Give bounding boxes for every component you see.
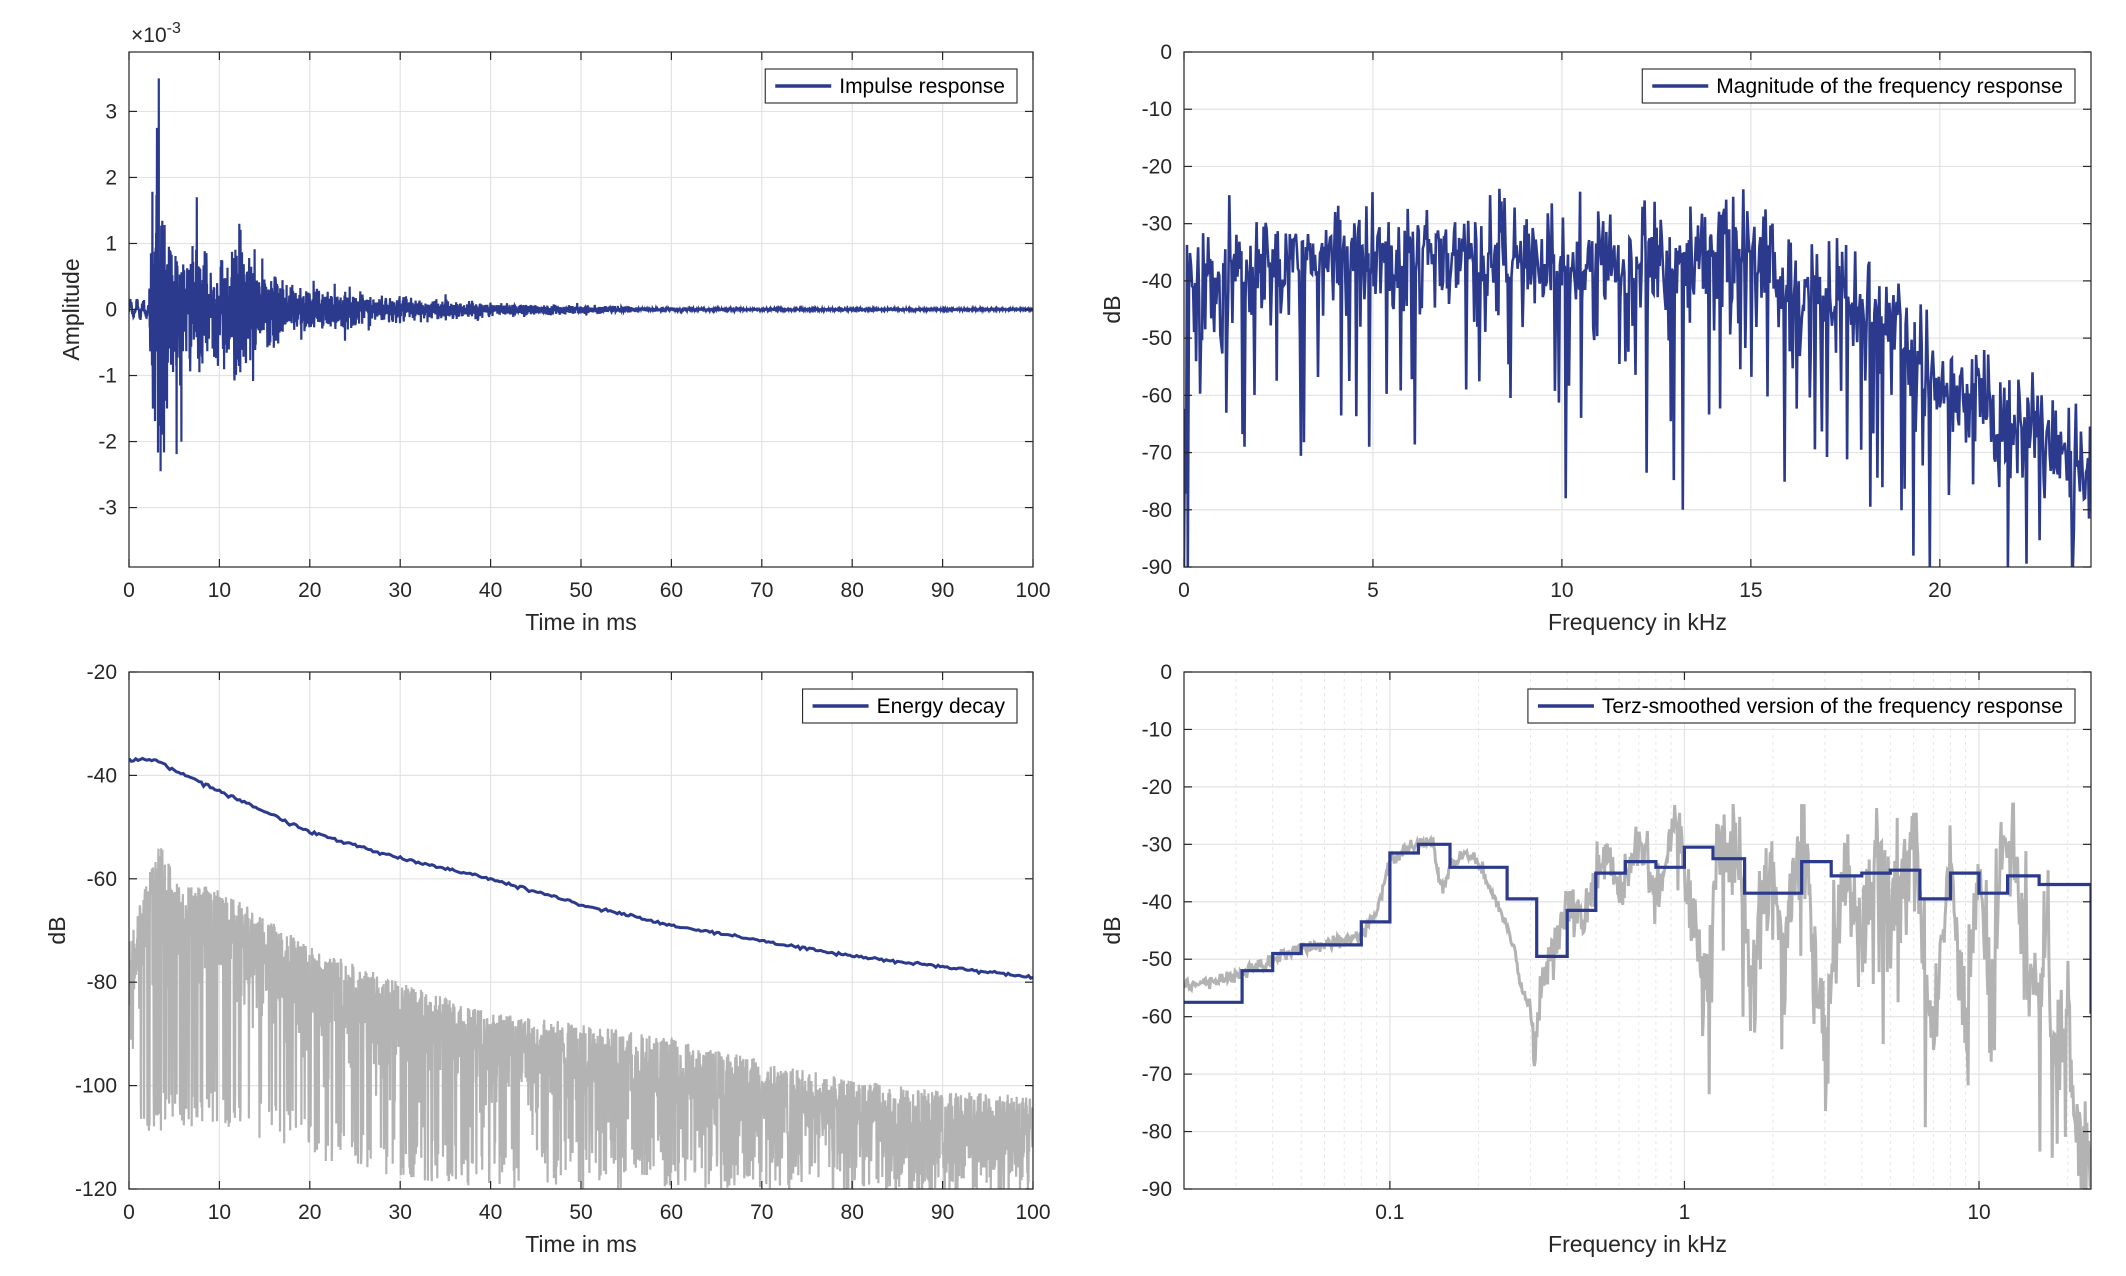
magnitude-axes-background [1184,52,2091,567]
impulse-xtick-label: 10 [208,579,231,602]
energy-decay-line [129,756,1033,980]
impulse-xtick-label: 100 [1015,579,1050,602]
terz-ytick-label: 0 [1160,661,1172,684]
energy-xtick-label: 10 [208,1201,231,1224]
impulse-response-line [129,78,1033,472]
energy-ytick-label: -40 [87,764,117,787]
impulse-ytick-label: 3 [105,100,117,123]
magnitude-xtick-label: 5 [1367,579,1379,602]
impulse-xtick-label: 50 [569,579,592,602]
terz-xtick-label: 10 [1967,1201,1990,1224]
energy-legend-label: Energy decay [877,695,1006,718]
magnitude-ytick-label: -20 [1142,155,1172,178]
magnitude-ytick-label: -40 [1142,270,1172,293]
energy-xtick-label: 100 [1015,1201,1050,1224]
impulse-xtick-label: 60 [660,579,683,602]
terz-ytick-label: -20 [1142,776,1172,799]
magnitude-xlabel: Frequency in kHz [1548,609,1727,635]
magnitude-xtick-label: 10 [1550,579,1573,602]
terz-ytick-label: -10 [1142,718,1172,741]
energy-legend: Energy decay [802,688,1018,724]
magnitude-ytick-label: -80 [1142,499,1172,522]
energy-ytick-label: -20 [87,661,117,684]
magnitude-legend: Magnitude of the frequency response [1641,68,2076,104]
energy-raw-gray-line [129,848,1033,1189]
terz-legend: Terz-smoothed version of the frequency r… [1527,688,2076,724]
energy-xtick-label: 80 [841,1201,864,1224]
energy-ylabel: dB [44,916,70,944]
impulse-ytick-label: -3 [98,497,117,520]
energy-xlabel: Time in ms [525,1231,637,1257]
magnitude-ytick-label: -10 [1142,98,1172,121]
impulse-plot: 0 10 20 30 40 50 60 70 80 90 100 -3 -2 -1 0 1 2 3 Time in … [58,20,1051,635]
impulse-ytick-label: 0 [105,299,117,322]
magnitude-xtick-label: 0 [1178,579,1190,602]
magnitude-ytick-label: -50 [1142,327,1172,350]
terz-xtick-label: 1 [1679,1201,1691,1224]
impulse-xtick-label: 90 [931,579,954,602]
magnitude-response-line [1184,188,2091,567]
energy-ytick-label: -100 [75,1075,117,1098]
magnitude-legend-label: Magnitude of the frequency response [1716,75,2063,98]
energy-xtick-label: 70 [750,1201,773,1224]
impulse-ytick-label: -2 [98,431,117,454]
terz-raw-gray-line [1184,802,2091,1189]
magnitude-ytick-label: -90 [1142,556,1172,579]
impulse-exponent: ×10-3 [131,20,181,47]
impulse-xtick-label: 70 [750,579,773,602]
impulse-xlabel: Time in ms [525,609,637,635]
energy-xtick-label: 40 [479,1201,502,1224]
magnitude-ytick-label: 0 [1160,41,1172,64]
terz-ytick-label: -40 [1142,891,1172,914]
terz-axes-background [1184,672,2091,1189]
energy-xtick-label: 30 [389,1201,412,1224]
energy-xtick-label: 50 [569,1201,592,1224]
impulse-legend: Impulse response [764,68,1018,104]
terz-ytick-label: -80 [1142,1121,1172,1144]
magnitude-ytick-label: -30 [1142,213,1172,236]
energy-ytick-label: -80 [87,971,117,994]
terz-ytick-label: -60 [1142,1006,1172,1029]
terz-ytick-label: -70 [1142,1063,1172,1086]
impulse-xtick-label: 30 [389,579,412,602]
magnitude-ytick-label: -60 [1142,384,1172,407]
energy-xtick-label: 60 [660,1201,683,1224]
impulse-legend-label: Impulse response [839,75,1005,98]
terz-xtick-label: 0.1 [1375,1201,1404,1224]
terz-plot: 0.1 1 10 0 -10 -20 -30 -40 -50 -60 -70 -80 -90 Freque… [1099,661,2092,1257]
terz-legend-label: Terz-smoothed version of the frequency r… [1602,695,2063,718]
terz-ytick-label: -90 [1142,1178,1172,1201]
impulse-xtick-label: 0 [123,579,135,602]
energy-xtick-label: 20 [298,1201,321,1224]
terz-legend-box [1527,688,2076,724]
impulse-ytick-label: 2 [105,166,117,189]
terz-xlabel: Frequency in kHz [1548,1231,1727,1257]
magnitude-xtick-label: 15 [1739,579,1762,602]
impulse-ylabel: Amplitude [58,258,84,360]
energy-plot: 0 10 20 30 40 50 60 70 80 90 100 -20 -40 -60 -80 -100 -1… [44,661,1051,1257]
energy-xtick-label: 90 [931,1201,954,1224]
impulse-ytick-label: 1 [105,232,117,255]
magnitude-legend-box [1641,68,2076,104]
terz-ylabel: dB [1099,916,1125,944]
impulse-xtick-label: 80 [841,579,864,602]
impulse-xtick-label: 20 [298,579,321,602]
impulse-ytick-label: -1 [98,365,117,388]
magnitude-xtick-label: 20 [1928,579,1951,602]
energy-ytick-label: -120 [75,1178,117,1201]
magnitude-ytick-label: -70 [1142,442,1172,465]
terz-smoothed-line [1184,842,2091,1014]
energy-xtick-label: 0 [123,1201,135,1224]
terz-ytick-label: -30 [1142,833,1172,856]
magnitude-plot: 0 5 10 15 20 0 -10 -20 -30 -40 -50 -60 -70 -80 -90 Freq… [1099,41,2092,635]
terz-axes-frame [1183,671,2092,1190]
energy-ytick-label: -60 [87,868,117,891]
magnitude-axes-frame [1183,51,2092,568]
magnitude-ylabel: dB [1099,295,1125,323]
terz-ytick-label: -50 [1142,948,1172,971]
impulse-xtick-label: 40 [479,579,502,602]
